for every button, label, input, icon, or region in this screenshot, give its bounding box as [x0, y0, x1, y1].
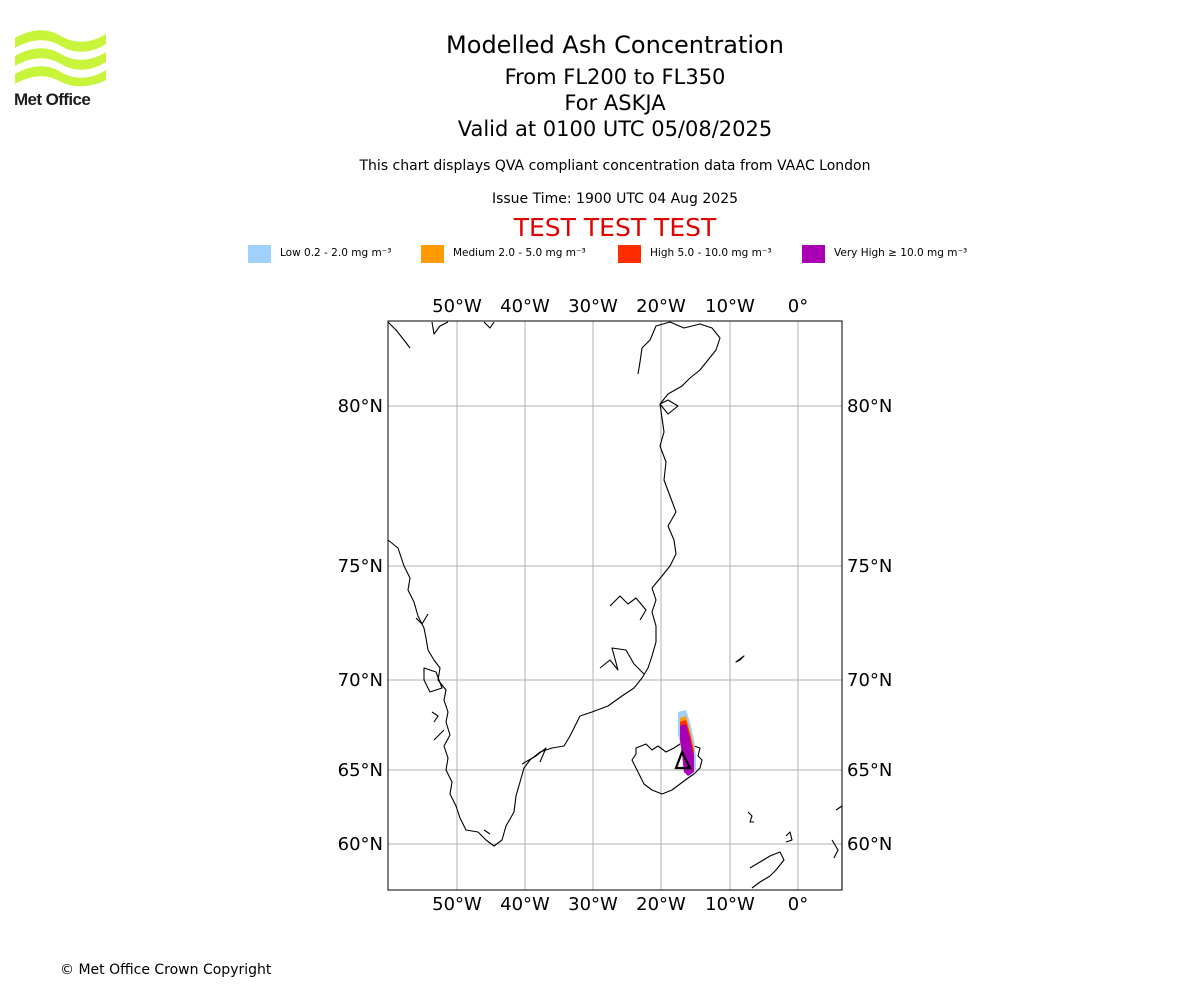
coastlines — [387, 321, 843, 890]
logo-waves-icon — [15, 30, 106, 87]
chart-title: Modelled Ash Concentration — [446, 31, 784, 59]
lon-label-bottom: 0° — [788, 894, 808, 915]
legend-swatch-high — [618, 245, 641, 263]
jan-mayen — [735, 655, 745, 663]
lon-label-top: 40°W — [500, 296, 550, 317]
scotland-coast — [749, 851, 785, 889]
greenland-west-coast — [387, 321, 721, 847]
legend-label-low: Low 0.2 - 2.0 mg m⁻³ — [280, 247, 392, 259]
lon-label-bottom: 20°W — [636, 894, 686, 915]
map-gridlines — [388, 321, 842, 890]
copyright-notice: © Met Office Crown Copyright — [60, 962, 272, 978]
lon-label-top: 20°W — [636, 296, 686, 317]
logo-wordmark: Met Office — [14, 90, 91, 109]
lat-label-left: 70°N — [338, 670, 383, 691]
legend-swatch-very-high — [802, 245, 825, 263]
issue-time: Issue Time: 1900 UTC 04 Aug 2025 — [491, 191, 739, 207]
shetland — [785, 831, 793, 843]
map-frame — [387, 320, 843, 891]
lon-label-bottom: 30°W — [568, 894, 618, 915]
lat-label-right: 60°N — [847, 834, 892, 855]
ash-very-high-region — [680, 724, 694, 776]
greenland-fjords — [415, 399, 679, 835]
ash-plume — [678, 710, 696, 776]
valid-time: Valid at 0100 UTC 05/08/2025 — [457, 117, 773, 141]
lon-label-top: 30°W — [568, 296, 618, 317]
lon-label-bottom: 40°W — [500, 894, 550, 915]
lat-label-left: 80°N — [338, 396, 383, 417]
lat-label-right: 70°N — [847, 670, 892, 691]
volcano-name: For ASKJA — [564, 91, 666, 115]
lat-label-left: 75°N — [338, 556, 383, 577]
lat-label-right: 80°N — [847, 396, 892, 417]
legend-swatch-low — [248, 245, 271, 263]
volcano-triangle-icon — [674, 749, 692, 770]
flight-levels: From FL200 to FL350 — [504, 65, 726, 89]
lat-label-left: 60°N — [338, 834, 383, 855]
lon-label-bottom: 50°W — [432, 894, 482, 915]
legend-label-high: High 5.0 - 10.0 mg m⁻³ — [650, 247, 772, 259]
greenland-north-coast — [387, 321, 495, 349]
iceland — [631, 741, 703, 795]
faroe-islands — [747, 811, 754, 823]
legend-label-medium: Medium 2.0 - 5.0 mg m⁻³ — [453, 247, 586, 259]
lat-label-left: 65°N — [338, 760, 383, 781]
lat-label-right: 65°N — [847, 760, 892, 781]
legend-label-very-high: Very High ≥ 10.0 mg m⁻³ — [834, 247, 968, 259]
lon-label-top: 50°W — [432, 296, 482, 317]
lat-label-right: 75°N — [847, 556, 892, 577]
lon-label-bottom: 10°W — [705, 894, 755, 915]
met-office-logo: Met Office — [14, 28, 108, 114]
norway-coast — [831, 805, 843, 890]
test-banner: TEST TEST TEST — [513, 213, 717, 242]
legend-swatch-medium — [421, 245, 444, 263]
chart-description: This chart displays QVA compliant concen… — [359, 158, 871, 174]
lon-label-top: 0° — [788, 296, 808, 317]
lon-label-top: 10°W — [705, 296, 755, 317]
